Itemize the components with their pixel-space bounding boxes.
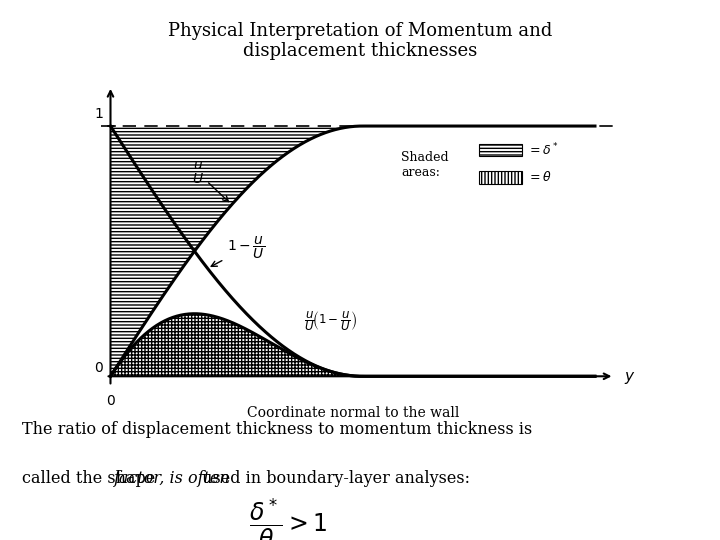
Text: Physical Interpretation of Momentum and
displacement thicknesses: Physical Interpretation of Momentum and … [168,22,552,60]
Text: called the shape: called the shape [22,470,160,487]
Text: Coordinate normal to the wall: Coordinate normal to the wall [246,406,459,420]
Text: $\dfrac{u}{U}$: $\dfrac{u}{U}$ [192,159,228,201]
Bar [479,144,522,156]
Text: y: y [624,369,633,384]
Text: $\dfrac{u}{U}\!\left(1-\dfrac{u}{U}\right)$: $\dfrac{u}{U}\!\left(1-\dfrac{u}{U}\righ… [305,309,357,333]
Text: Shaded
areas:: Shaded areas: [401,151,449,179]
Text: $= \theta$: $= \theta$ [527,170,552,184]
Bar [479,171,522,184]
Text: $= \delta^*$: $= \delta^*$ [527,141,559,158]
Text: The ratio of displacement thickness to momentum thickness is: The ratio of displacement thickness to m… [22,421,532,438]
Text: factor, is often: factor, is often [114,470,230,487]
Text: used in boundary-layer analyses:: used in boundary-layer analyses: [197,470,469,487]
Text: 0: 0 [106,394,115,408]
Text: 0: 0 [94,361,103,375]
Text: 1: 1 [94,107,103,121]
Text: $1-\dfrac{u}{U}$: $1-\dfrac{u}{U}$ [211,234,265,266]
Text: $\dfrac{\delta^*}{\theta} > 1$: $\dfrac{\delta^*}{\theta} > 1$ [249,497,327,540]
